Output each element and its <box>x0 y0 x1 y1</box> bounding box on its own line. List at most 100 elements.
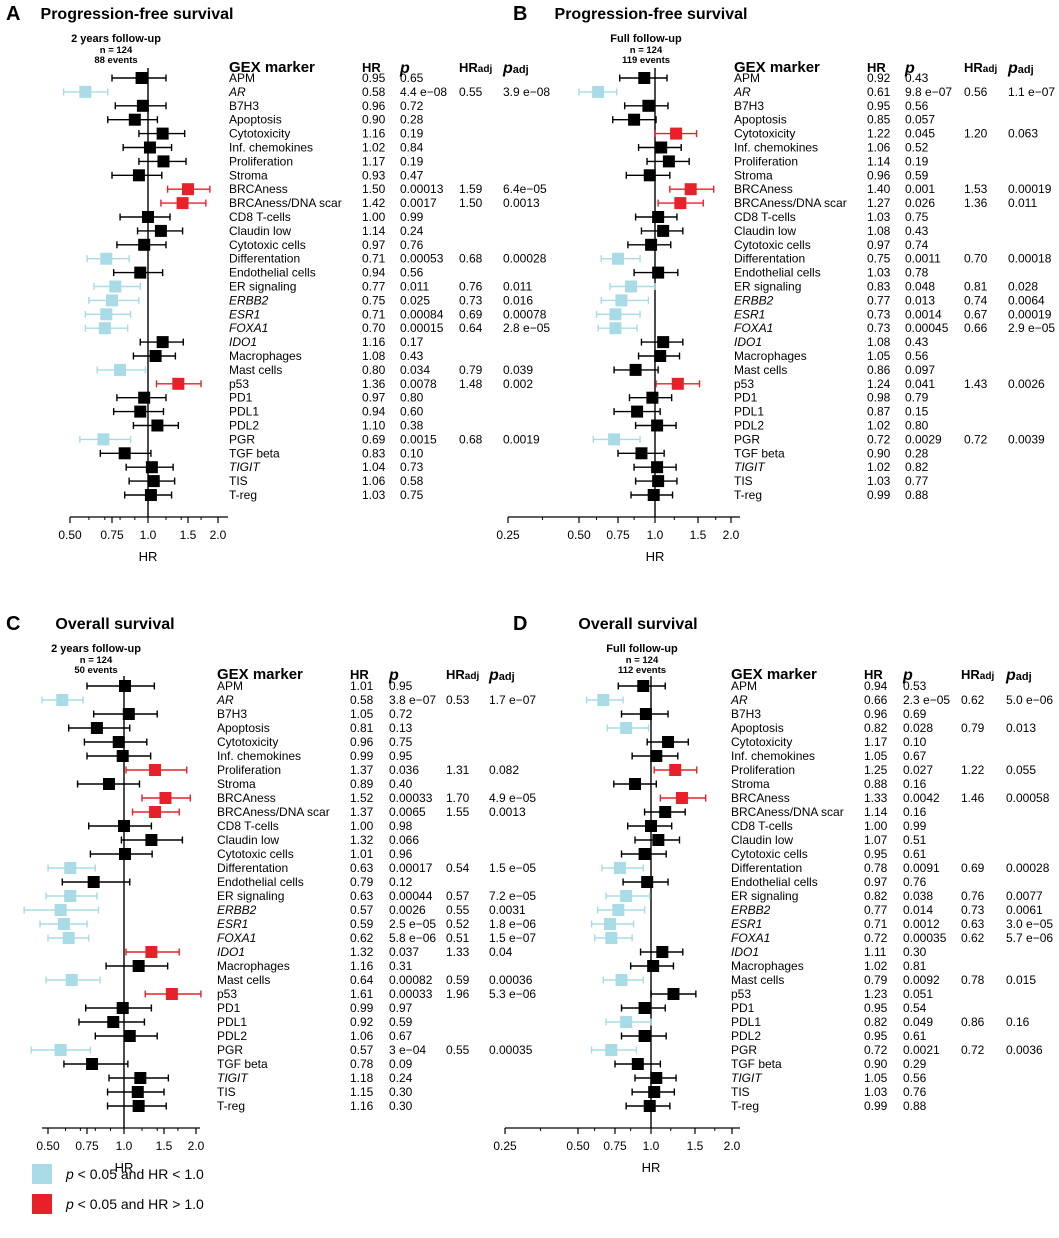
row-marker-label: ER signaling <box>731 889 798 903</box>
row-hr-value: 0.97 <box>362 391 386 405</box>
hr-point <box>620 722 633 734</box>
row-hradj-value: 0.72 <box>961 1043 985 1057</box>
hr-point <box>603 918 616 930</box>
row-marker-label: APM <box>217 679 243 693</box>
row-marker-label: Macrophages <box>734 349 807 363</box>
events-label: 112 events <box>618 665 666 676</box>
row-hr-value: 1.00 <box>350 819 374 833</box>
row-marker-label: ERBB2 <box>229 293 269 307</box>
hr-point <box>103 778 116 790</box>
row-hr-value: 0.72 <box>864 1043 888 1057</box>
row-p-value: 0.95 <box>389 749 413 763</box>
hr-point <box>609 308 622 321</box>
row-hradj-value: 0.51 <box>446 931 470 945</box>
row-padj-value: 0.0064 <box>1008 293 1045 307</box>
row-padj-value: 0.00036 <box>489 973 533 987</box>
x-tick-label: 0.75 <box>603 1139 627 1153</box>
hr-point <box>652 475 665 488</box>
column-header-padj: padj <box>488 667 515 684</box>
row-marker-label: ER signaling <box>217 889 284 903</box>
hr-point <box>684 183 697 196</box>
row-p-value: 0.051 <box>903 987 933 1001</box>
panel-title: Overall survival <box>55 616 174 633</box>
row-marker-label: Macrophages <box>229 349 302 363</box>
row-marker-label: AR <box>733 85 751 99</box>
row-padj-value: 3.9 e−08 <box>503 85 550 99</box>
row-marker-label: PD1 <box>734 391 758 405</box>
row-hr-value: 0.79 <box>350 875 374 889</box>
row-marker-label: Cytotoxic cells <box>229 238 306 252</box>
row-hr-value: 1.37 <box>350 805 374 819</box>
hr-point <box>100 308 113 321</box>
row-hradj-value: 0.72 <box>964 432 988 446</box>
hr-point <box>64 862 77 874</box>
row-p-value: 0.28 <box>905 446 929 460</box>
row-marker-label: ESR1 <box>229 307 260 321</box>
row-p-value: 0.88 <box>905 488 929 502</box>
row-marker-label: AR <box>216 693 234 707</box>
row-p-value: 0.0017 <box>400 196 437 210</box>
hr-point <box>156 336 169 349</box>
row-hr-value: 0.72 <box>867 432 891 446</box>
row-p-value: 0.95 <box>389 679 413 693</box>
row-marker-label: B7H3 <box>217 707 247 721</box>
hr-point <box>631 405 644 418</box>
hr-point <box>136 99 149 112</box>
row-p-value: 0.0012 <box>903 917 940 931</box>
row-marker-label: p53 <box>731 987 751 1001</box>
column-header-hr: HR <box>864 667 883 682</box>
row-marker-label: Macrophages <box>217 959 290 973</box>
x-tick-label: 0.50 <box>567 528 591 542</box>
row-hr-value: 0.70 <box>362 321 386 335</box>
row-padj-value: 0.063 <box>1008 127 1038 141</box>
row-hr-value: 1.00 <box>362 210 386 224</box>
row-marker-label: Inf. chemokines <box>731 749 815 763</box>
row-hradj-value: 0.68 <box>459 432 483 446</box>
row-p-value: 0.036 <box>389 763 419 777</box>
row-hr-value: 1.02 <box>867 419 891 433</box>
row-marker-label: PGR <box>217 1043 243 1057</box>
row-hradj-value: 0.76 <box>459 280 483 294</box>
row-marker-label: PDL1 <box>229 405 259 419</box>
legend-item-low: p < 0.05 and HR < 1.0 <box>32 1164 204 1184</box>
hr-point <box>134 266 147 279</box>
row-hr-value: 0.88 <box>864 777 888 791</box>
row-hr-value: 0.71 <box>864 917 888 931</box>
row-marker-label: TIGIT <box>734 460 766 474</box>
row-p-value: 0.56 <box>905 99 929 113</box>
hr-point <box>638 72 651 84</box>
row-hradj-value: 1.31 <box>446 763 470 777</box>
row-marker-label: T-reg <box>217 1099 245 1113</box>
row-p-value: 0.67 <box>903 749 927 763</box>
row-hradj-value: 1.96 <box>446 987 470 1001</box>
row-p-value: 0.028 <box>903 721 933 735</box>
row-hr-value: 0.95 <box>864 847 888 861</box>
row-hr-value: 1.16 <box>362 127 386 141</box>
row-padj-value: 6.4e−05 <box>503 182 547 196</box>
row-p-value: 0.75 <box>400 488 424 502</box>
row-hr-value: 1.32 <box>350 945 374 959</box>
hr-point <box>145 461 158 474</box>
row-marker-label: Differentation <box>731 861 802 875</box>
hr-point <box>628 113 641 126</box>
column-header-marker: GEX marker <box>731 666 817 683</box>
hr-point <box>165 988 178 1000</box>
x-tick-label: 1.0 <box>643 1139 660 1153</box>
panel-subtitle: Full follow-up <box>610 33 682 45</box>
hr-point <box>156 127 169 140</box>
panel-title: Overall survival <box>578 616 697 633</box>
row-marker-label: T-reg <box>734 488 762 502</box>
row-p-value: 0.041 <box>905 377 935 391</box>
row-padj-value: 1.5 e−05 <box>489 861 536 875</box>
hr-point <box>651 419 664 432</box>
hr-point <box>652 211 665 223</box>
hr-point <box>145 834 158 846</box>
events-label: 50 events <box>74 665 117 676</box>
events-label: 119 events <box>622 55 670 66</box>
row-p-value: 0.72 <box>400 99 424 113</box>
row-p-value: 0.79 <box>905 391 929 405</box>
row-hr-value: 0.59 <box>350 917 374 931</box>
row-p-value: 0.75 <box>905 210 929 224</box>
panel-d: D Overall survival Full follow-upn = 12411… <box>493 613 1053 1175</box>
row-padj-value: 0.0077 <box>1006 889 1043 903</box>
